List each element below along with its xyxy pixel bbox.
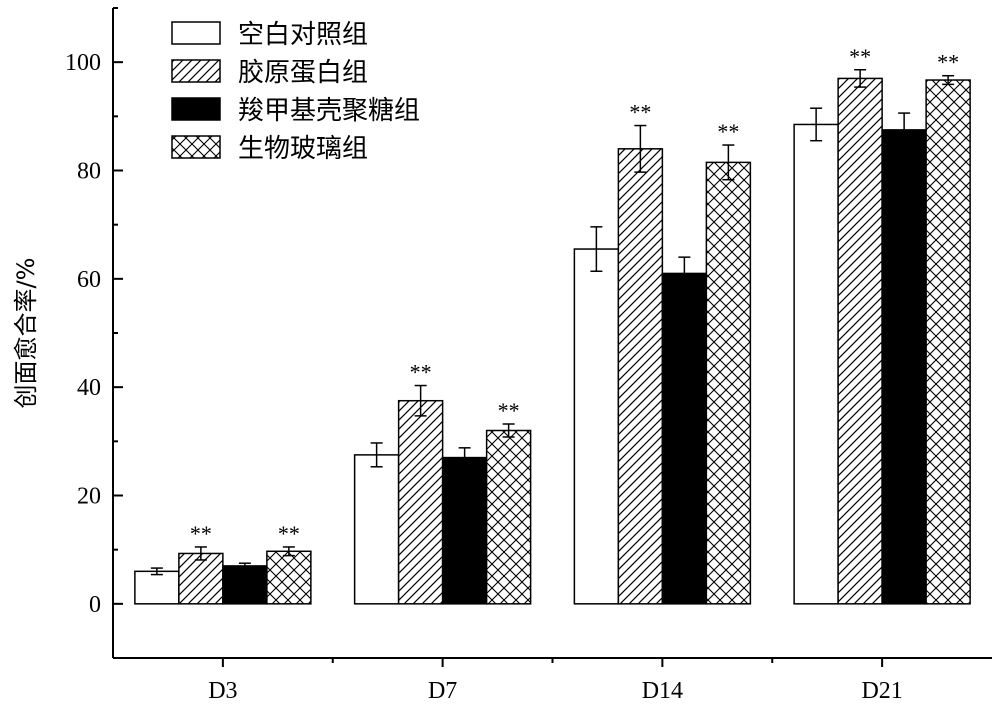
legend-label: 空白对照组: [238, 20, 368, 50]
y-tick-label: 100: [65, 50, 101, 76]
y-tick-label: 40: [77, 375, 101, 401]
x-tick-label: D3: [208, 678, 237, 704]
y-tick-label: 80: [77, 159, 101, 185]
x-tick-label: D14: [642, 678, 683, 704]
significance-marker: **: [717, 119, 739, 144]
bar: [661, 272, 708, 605]
legend-swatch: [171, 21, 221, 45]
bar: [397, 399, 444, 605]
bar: [266, 550, 312, 605]
bar: [441, 456, 488, 605]
bar: [178, 552, 224, 605]
bar: [925, 79, 971, 605]
significance-marker: **: [498, 398, 520, 423]
significance-marker: **: [278, 521, 300, 546]
significance-marker: **: [849, 44, 871, 69]
bar: [793, 123, 839, 605]
legend-swatch: [171, 59, 221, 83]
legend-swatch: [171, 135, 221, 159]
y-tick-label: 20: [77, 484, 101, 510]
significance-marker: **: [937, 50, 959, 75]
significance-marker: **: [190, 521, 212, 546]
y-tick-label: 60: [77, 267, 101, 293]
significance-marker: **: [410, 360, 432, 385]
x-tick-label: D21: [861, 678, 902, 704]
y-tick-label: 0: [89, 592, 101, 618]
bar: [881, 129, 927, 605]
bar: [837, 77, 883, 605]
legend-label: 生物玻璃组: [238, 134, 368, 164]
bar: [485, 429, 532, 605]
bar: [573, 248, 620, 605]
significance-marker: **: [629, 100, 651, 125]
bar: [353, 454, 400, 605]
bar: [222, 565, 268, 605]
legend-swatch: [171, 97, 221, 121]
y-axis-label: 创面愈合率/%: [12, 258, 40, 409]
bar: [617, 148, 664, 605]
bar: [134, 570, 180, 605]
x-tick-label: D7: [428, 678, 457, 704]
legend-label: 羧甲基壳聚糖组: [238, 96, 420, 126]
legend-label: 胶原蛋白组: [238, 58, 368, 88]
bar: [705, 161, 752, 605]
